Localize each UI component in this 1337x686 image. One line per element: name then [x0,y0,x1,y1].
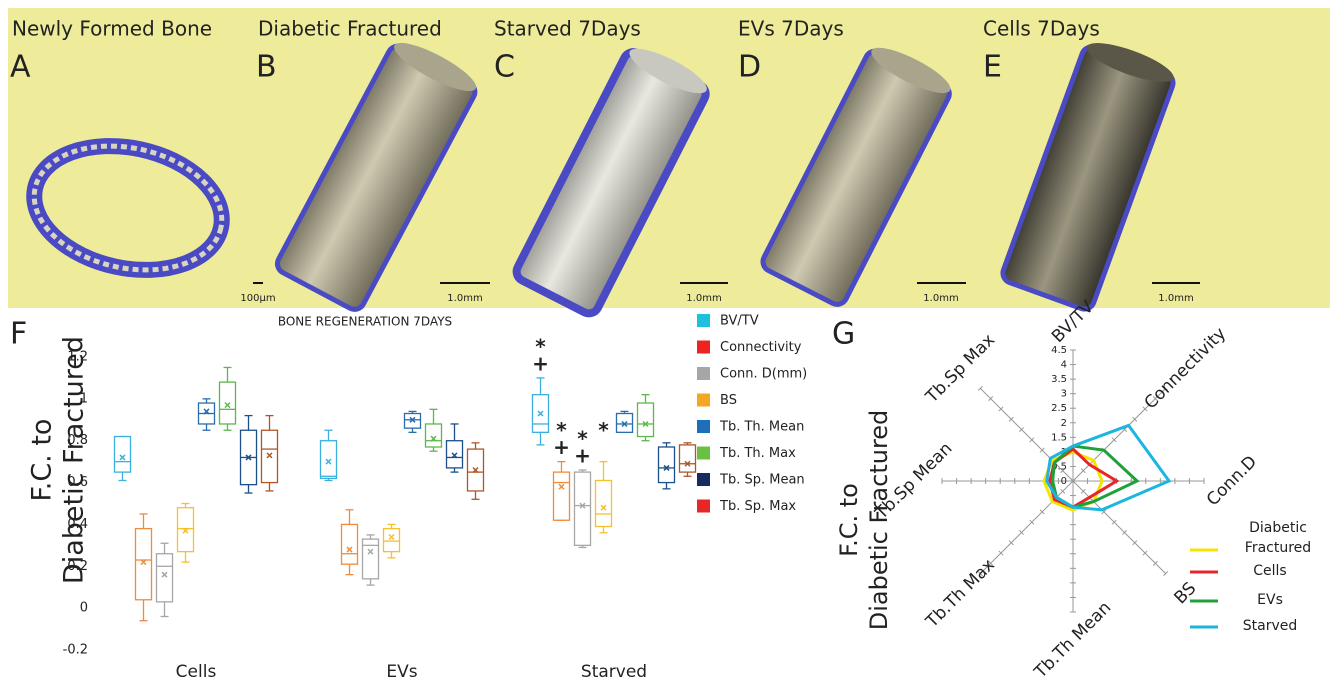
legend-swatch [697,394,710,407]
legend-label: Starved [1215,616,1325,636]
scale-label: 1.0mm [447,293,482,304]
panel-letter: A [10,50,31,85]
significance-label: + [553,435,570,459]
box [426,424,442,447]
panel-letter: G [832,317,855,352]
scale-label: 100µm [240,293,275,304]
panel-title: Diabetic Fractured [258,17,442,41]
scale-label: 1.0mm [686,293,721,304]
r-tick-label: 4.5 [1051,345,1067,356]
scale-label: 1.0mm [923,293,958,304]
chart-title: BONE REGENERATION 7DAYS [278,315,452,329]
axis-label: Conn.D [1203,452,1261,510]
legend-swatch [697,341,710,354]
significance-label: + [574,444,591,468]
legend-item: EVs [1215,590,1330,612]
legend-swatch [697,367,710,380]
x-tick-label: Starved [581,662,647,682]
legend-swatch [697,314,710,327]
legend-label: Cells [1215,561,1325,581]
legend-label: Conn. D(mm) [720,367,807,382]
y-tick-label: 0.6 [67,475,88,490]
y-tick-label: 0.8 [67,433,88,448]
legend-swatch [697,473,710,486]
legend-label: Tb. Th. Mean [719,420,804,435]
significance-label: + [532,351,549,375]
y-tick-label: 1 [80,391,88,406]
legend-swatch [697,447,710,460]
y-tick-label: 0.4 [67,517,88,532]
r-tick-label: 3.5 [1051,374,1067,385]
legend-label: Connectivity [720,340,802,355]
panel-letter: F [10,317,27,352]
legend-item: Diabetic Fractured [1215,518,1330,562]
box [321,441,337,479]
legend-swatch [697,500,710,513]
box [384,529,400,552]
y-tick-label: -0.2 [63,643,88,658]
radar-axis [980,481,1073,574]
legend-item: Starved [1215,616,1330,638]
r-tick-label: 4 [1061,360,1067,371]
box [638,403,654,436]
panel-title: EVs 7Days [738,17,844,41]
y-tick-label: 0 [80,601,88,616]
radar-axis [1073,481,1166,574]
box [554,472,570,520]
y-axis-label: F.C. to [27,419,58,502]
box [659,447,675,483]
box [157,554,173,602]
axis-label: Tb.Th Max [922,555,999,632]
y-tick-label: 0.2 [67,559,88,574]
panel-letter: E [983,50,1002,85]
r-tick-label: 1.5 [1051,432,1067,443]
x-tick-label: EVs [386,662,417,682]
scale-label: 1.0mm [1158,293,1193,304]
legend-label: Tb. Sp. Max [719,499,796,514]
panel-letter: B [256,50,277,85]
significance-label: * [598,418,609,442]
box [115,437,131,473]
page: Newly Formed Bone A Diabetic Fractured B… [0,0,1337,686]
panel-letter: D [738,50,761,85]
legend-label: BV/TV [720,314,759,329]
y-axis-label: F.C. to [835,483,863,557]
box [342,524,358,564]
panel-letter: C [494,50,515,85]
y-tick-label: 1.2 [67,350,88,365]
panel-title: Cells 7Days [983,17,1100,41]
axis-label: Tb.Sp Max [921,330,999,408]
legend-label: EVs [1215,590,1325,610]
box [136,529,152,600]
y-axis-label: Diabetic Fractured [59,336,90,584]
panel-title: Newly Formed Bone [12,17,212,41]
axis-label: Connectivity [1141,324,1230,413]
legend-item: Cells [1215,561,1330,583]
panel-title: Starved 7Days [494,17,641,41]
r-tick-label: 2.5 [1051,403,1067,414]
legend-swatch [697,420,710,433]
box [596,480,612,526]
x-tick-label: Cells [176,662,217,682]
axis-label: BS [1171,579,1201,609]
figure: Newly Formed Bone A Diabetic Fractured B… [0,0,1337,682]
legend-label: Tb. Sp. Mean [719,473,805,488]
r-tick-label: 0 [1061,476,1067,487]
legend-label: Diabetic Fractured [1235,518,1321,558]
legend-label: Tb. Th. Max [719,446,796,461]
box [575,472,591,545]
box [220,382,236,424]
r-tick-label: 3 [1061,389,1067,400]
box [680,445,696,472]
legend-label: BS [720,393,737,408]
r-tick-label: 2 [1061,418,1067,429]
